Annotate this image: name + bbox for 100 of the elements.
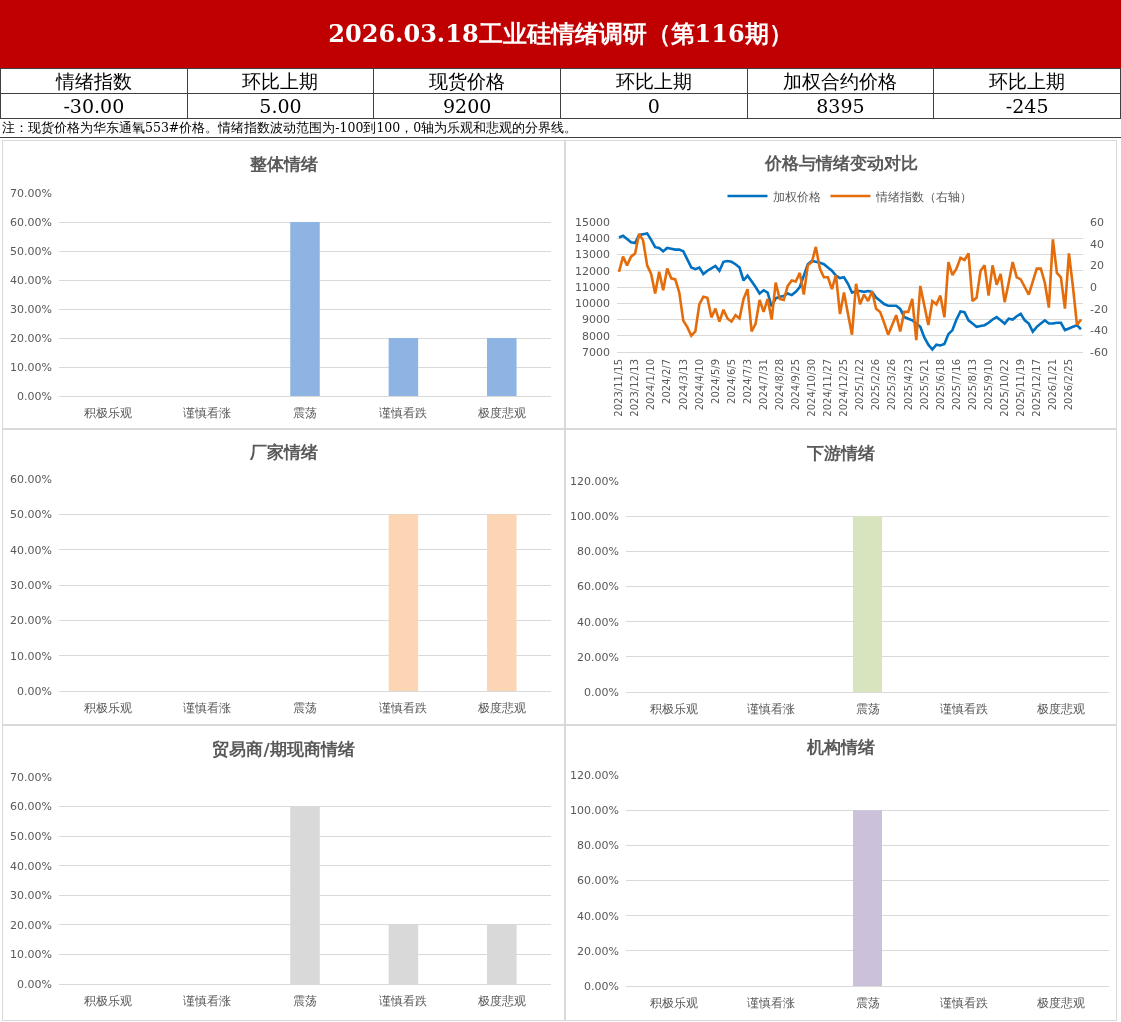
x-tick-label: 震荡 <box>293 406 317 421</box>
x-tick-label: 2024/11/27 <box>822 359 834 417</box>
y-tick-label: 20.00% <box>577 650 619 664</box>
x-tick-label: 积极乐观 <box>650 702 699 717</box>
x-tick-label: 震荡 <box>855 702 880 717</box>
x-tick-label: 2024/7/3 <box>741 359 753 404</box>
x-tick-label: 极度悲观 <box>1035 996 1085 1011</box>
y2-tick-label: 20 <box>1090 259 1104 273</box>
y-tick-label: 60.00% <box>10 215 52 229</box>
y-tick-label: 9000 <box>582 313 610 327</box>
text: 5.00 <box>259 95 302 117</box>
x-tick-label: 极度悲观 <box>1035 702 1085 717</box>
x-tick-label: 2024/6/5 <box>725 359 737 404</box>
y-tick-label: 20.00% <box>10 614 52 628</box>
x-tick-label: 谨慎看涨 <box>182 994 231 1009</box>
x-tick-label: 震荡 <box>293 701 317 716</box>
x-tick-label: 2025/12/17 <box>1031 359 1043 417</box>
x-tick-label: 积极乐观 <box>650 996 699 1011</box>
x-tick-label: 谨慎看跌 <box>379 701 428 716</box>
y-tick-label: 50.00% <box>10 508 52 522</box>
chart-title: 厂家情绪 <box>248 441 318 462</box>
chart-title: 下游情绪 <box>806 442 875 463</box>
x-tick-label: 2024/5/9 <box>709 359 721 404</box>
y-tick-label: 60.00% <box>577 874 619 888</box>
y-tick-label: 40.00% <box>10 543 52 557</box>
y-tick-label: 15000 <box>575 215 610 229</box>
x-tick-label: 2025/6/18 <box>934 359 946 411</box>
y-tick-label: 12000 <box>575 264 610 278</box>
y-tick-label: 10000 <box>575 297 610 311</box>
x-tick-label: 2025/10/22 <box>998 359 1010 417</box>
y-tick-label: 20.00% <box>10 331 52 345</box>
x-tick-label: 2025/2/26 <box>870 359 882 411</box>
y-tick-label: 0.00% <box>17 684 52 698</box>
y-tick-label: 30.00% <box>10 302 52 316</box>
x-tick-label: 2024/3/13 <box>677 359 689 411</box>
y2-tick-label: 0 <box>1090 280 1097 294</box>
x-tick-label: 震荡 <box>855 996 880 1011</box>
y2-tick-label: 40 <box>1090 237 1104 251</box>
y-tick-label: 7000 <box>582 345 610 359</box>
legend-label: 加权价格 <box>772 189 821 204</box>
y-tick-label: 50.00% <box>10 829 52 843</box>
x-tick-label: 2024/7/31 <box>757 359 769 411</box>
y-tick-label: 10.00% <box>10 360 52 374</box>
category-label: 环比上期 <box>560 68 748 94</box>
y2-tick-label: -40 <box>1090 324 1108 338</box>
y-tick-label: 120.00% <box>570 768 619 782</box>
y-tick-label: 8000 <box>582 329 610 343</box>
x-tick-label: 2025/8/13 <box>966 359 978 411</box>
x-tick-label: 2023/11/15 <box>613 359 625 417</box>
y-tick-label: 40.00% <box>10 273 52 287</box>
x-tick-label: 积极乐观 <box>84 701 133 716</box>
text: 2026.03.18工业硅情绪调研（第116期） <box>0 0 1121 68</box>
x-tick-label: 2024/9/25 <box>790 359 802 411</box>
x-tick-label: 谨慎看跌 <box>379 406 428 421</box>
y-tick-label: 14000 <box>575 232 610 246</box>
x-tick-label: 极度悲观 <box>476 406 526 421</box>
y-tick-label: 70.00% <box>10 186 52 200</box>
x-tick-label: 2025/5/21 <box>918 359 930 411</box>
chart-title: 整体情绪 <box>248 153 318 174</box>
text: 9200 <box>442 95 492 117</box>
x-tick-label: 2025/3/26 <box>886 359 898 411</box>
x-tick-label: 2025/9/10 <box>982 359 994 411</box>
y-tick-label: 100.00% <box>570 804 619 818</box>
y2-tick-label: -60 <box>1090 345 1108 359</box>
y-tick-label: 0.00% <box>17 977 52 991</box>
x-tick-label: 2025/4/23 <box>902 359 914 411</box>
text: -245 <box>1005 95 1049 117</box>
y-tick-label: 20.00% <box>10 918 52 932</box>
x-tick-label: 2024/2/7 <box>661 359 673 404</box>
x-tick-label: 谨慎看跌 <box>940 996 989 1011</box>
y-tick-label: 70.00% <box>10 770 52 784</box>
text: 0 <box>647 95 660 117</box>
x-tick-label: 2024/4/10 <box>693 359 705 411</box>
y-tick-label: 80.00% <box>577 839 619 853</box>
y2-tick-label: 60 <box>1090 215 1104 229</box>
x-tick-label: 2023/12/13 <box>629 359 641 417</box>
x-tick-label: 2024/8/28 <box>773 359 785 411</box>
x-tick-label: 谨慎看跌 <box>940 702 989 717</box>
chart-title: 价格与情绪变动对比 <box>763 152 918 173</box>
y-tick-label: 80.00% <box>577 545 619 559</box>
y2-tick-label: -20 <box>1090 302 1108 316</box>
x-tick-label: 2026/2/25 <box>1063 359 1075 411</box>
chart-title: 贸易商/期现商情绪 <box>212 738 355 759</box>
y-tick-label: 30.00% <box>10 578 52 592</box>
y-tick-label: 0.00% <box>17 389 52 403</box>
x-tick-label: 极度悲观 <box>476 994 526 1009</box>
x-tick-label: 2025/1/22 <box>854 359 866 411</box>
x-tick-label: 谨慎看涨 <box>746 702 795 717</box>
y-tick-label: 10.00% <box>10 649 52 663</box>
category-label: 环比上期 <box>187 68 374 94</box>
x-tick-label: 震荡 <box>293 994 317 1009</box>
y-tick-label: 0.00% <box>584 685 619 699</box>
chart-title: 机构情绪 <box>806 736 875 757</box>
y-tick-label: 11000 <box>575 280 610 294</box>
x-tick-label: 2025/7/16 <box>950 359 962 411</box>
y-tick-label: 100.00% <box>570 510 619 524</box>
x-tick-label: 积极乐观 <box>84 994 133 1009</box>
legend-label: 情绪指数（右轴） <box>874 189 972 204</box>
y-tick-label: 120.00% <box>570 474 619 488</box>
x-tick-label: 2026/1/21 <box>1047 359 1059 411</box>
